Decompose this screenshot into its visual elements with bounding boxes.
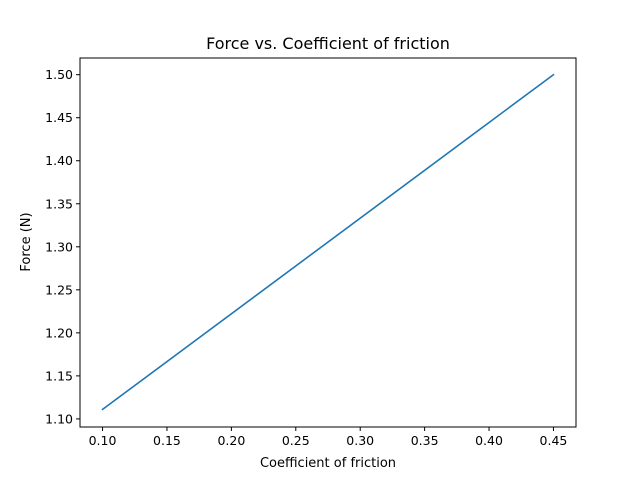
y-tick-label: 1.35 xyxy=(45,196,73,211)
plot-area xyxy=(101,73,555,411)
x-axis: 0.10 0.15 0.20 0.25 0.30 0.35 0.40 0.45 xyxy=(89,427,568,448)
y-tick-label: 1.30 xyxy=(45,239,73,254)
x-tick-label: 0.40 xyxy=(475,433,503,448)
y-axis-title: Force (N) xyxy=(19,212,34,271)
y-tick-label: 1.50 xyxy=(45,67,73,82)
y-tick-label: 1.20 xyxy=(45,325,73,340)
axes-frame xyxy=(79,57,577,428)
y-tick-label: 1.25 xyxy=(45,282,73,297)
y-axis: 1.10 1.15 1.20 1.25 1.30 1.35 1.40 1.45 1.50 xyxy=(45,67,80,426)
y-tick-label: 1.40 xyxy=(45,153,73,168)
x-tick-label: 0.25 xyxy=(282,433,310,448)
x-tick-label: 0.35 xyxy=(411,433,439,448)
y-tick-label: 1.10 xyxy=(45,411,73,426)
x-tick-label: 0.10 xyxy=(89,433,117,448)
chart-title: Force vs. Coefficient of friction xyxy=(206,34,450,53)
x-axis-title: Coefficient of friction xyxy=(260,456,396,471)
x-tick-label: 0.45 xyxy=(540,433,568,448)
x-tick-label: 0.20 xyxy=(217,433,245,448)
y-tick-label: 1.15 xyxy=(45,368,73,383)
series-line-0 xyxy=(101,73,555,411)
x-tick-label: 0.15 xyxy=(153,433,181,448)
x-tick-label: 0.30 xyxy=(346,433,374,448)
y-tick-label: 1.45 xyxy=(45,110,73,125)
